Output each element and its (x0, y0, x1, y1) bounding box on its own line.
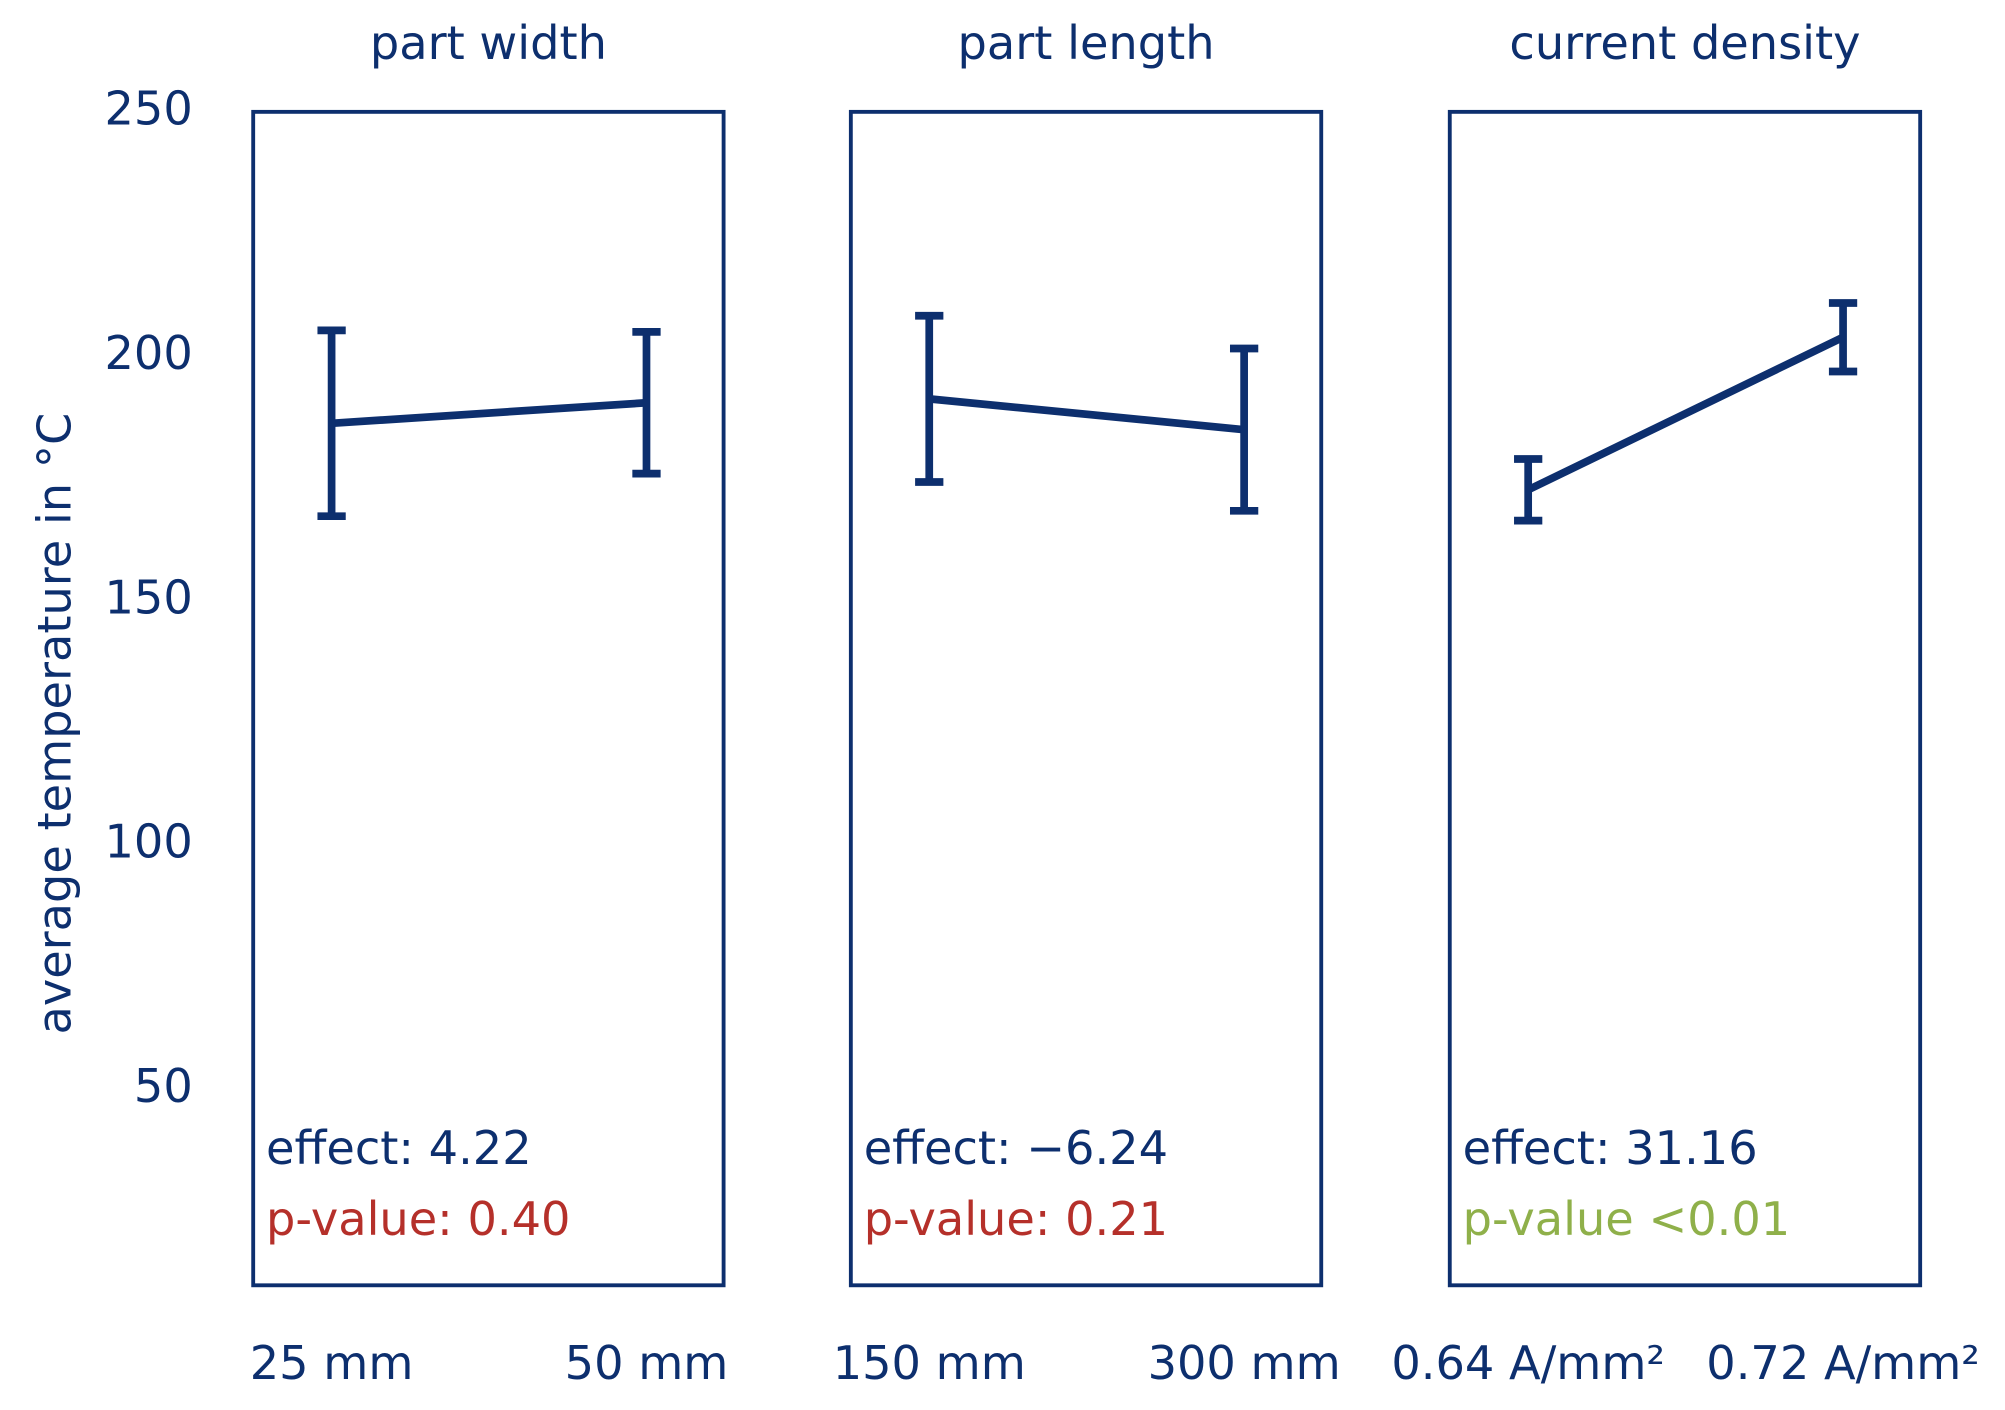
panel-title: part width (370, 16, 607, 70)
x-tick-label: 50 mm (565, 1336, 729, 1390)
panel-title: current density (1509, 16, 1860, 70)
annotation: p-value <0.01 (1463, 1192, 1791, 1246)
annotation: p-value: 0.40 (266, 1192, 570, 1246)
mean-line (331, 398, 647, 428)
mean-line (928, 395, 1245, 434)
error-bar (1828, 299, 1858, 376)
x-tick-label: 25 mm (250, 1336, 414, 1390)
annotation: effect: 31.16 (1463, 1121, 1758, 1175)
y-tick-label: 100 (105, 815, 193, 869)
error-bar (915, 311, 944, 486)
y-axis-label: average temperature in °C (27, 413, 81, 1035)
y-tick-label: 200 (105, 326, 193, 380)
panel-title: part length (958, 16, 1215, 70)
y-tick-label: 150 (105, 570, 193, 624)
panel-frame (1447, 109, 1923, 1288)
annotation: p-value: 0.21 (864, 1192, 1168, 1246)
y-tick-label: 250 (105, 81, 193, 135)
annotation: effect: 4.22 (266, 1121, 532, 1175)
x-tick-label: 150 mm (833, 1336, 1026, 1390)
error-bar (632, 328, 661, 478)
panel-frame (848, 109, 1324, 1288)
x-tick-label: 0.72 A/mm² (1706, 1336, 1980, 1390)
annotation: effect: −6.24 (864, 1121, 1168, 1175)
error-bar (1229, 344, 1259, 515)
x-tick-label: 0.64 A/mm² (1391, 1336, 1665, 1390)
x-tick-label: 300 mm (1148, 1336, 1341, 1390)
error-bar (1514, 455, 1543, 525)
mean-line (1526, 333, 1845, 494)
panel-frame (251, 109, 726, 1288)
y-tick-label: 50 (134, 1059, 193, 1113)
error-bar (317, 326, 346, 521)
